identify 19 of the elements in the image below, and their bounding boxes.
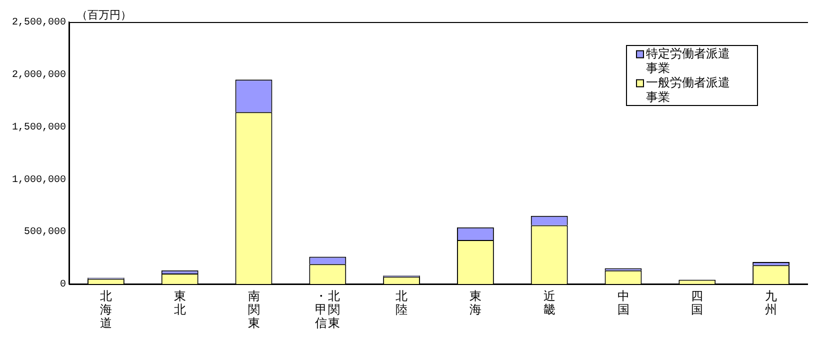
x-tick-label: 中国 bbox=[617, 289, 630, 317]
x-tick-label: 東海 bbox=[469, 289, 482, 317]
legend-label: 一般労働者派遣事業 bbox=[646, 75, 730, 104]
legend-label: 特定労働者派遣事業 bbox=[646, 46, 730, 75]
x-tick-label: 四国 bbox=[691, 289, 704, 317]
y-tick-label: 0 bbox=[60, 280, 66, 291]
y-tick-label: 1,000,000 bbox=[12, 174, 66, 186]
y-tick-label: 2,500,000 bbox=[12, 18, 66, 29]
x-tick-label: 東北 bbox=[174, 289, 186, 317]
x-tick-label: 北海道 bbox=[100, 289, 112, 330]
y-tick-label: 500,000 bbox=[24, 227, 66, 238]
y-tick-label: 1,500,000 bbox=[12, 122, 66, 134]
x-tick-label: 近畿 bbox=[543, 289, 556, 317]
x-tick-label: 北陸 bbox=[396, 289, 408, 317]
x-tick-label: 北関東・甲信 bbox=[315, 289, 340, 330]
y-tick-label: 2,000,000 bbox=[12, 70, 66, 82]
y-axis-title: （百万円） bbox=[76, 8, 132, 22]
x-tick-label: 南関東 bbox=[248, 289, 260, 330]
x-tick-label: 九州 bbox=[765, 289, 778, 317]
